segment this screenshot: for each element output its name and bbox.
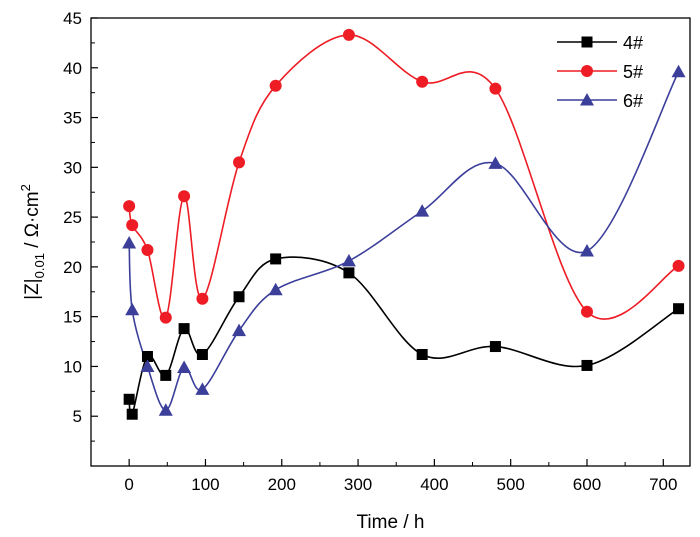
data-point-1 (123, 393, 135, 405)
data-point-1 (416, 348, 428, 360)
y-tick-label: 30 (63, 158, 82, 177)
y-tick-label: 5 (73, 407, 82, 426)
data-point-1 (489, 341, 501, 353)
data-point-2 (489, 82, 502, 95)
data-point-3 (232, 323, 247, 337)
legend-marker (581, 36, 593, 48)
y-axis-title: |Z|0.01 / Ω·cm2 (18, 184, 47, 300)
data-point-1 (233, 291, 245, 303)
y-tick-label: 35 (63, 109, 82, 128)
y-tick-label: 45 (63, 9, 82, 28)
data-point-3 (671, 64, 686, 78)
data-point-2 (269, 79, 282, 92)
series-line-2 (128, 34, 679, 320)
data-point-2 (342, 28, 355, 41)
series-lines (128, 34, 680, 417)
y-axis-title-unit: / Ω·cm (22, 191, 43, 253)
data-point-2 (196, 292, 209, 305)
series-markers (122, 28, 686, 420)
series-line-1 (128, 256, 679, 417)
plot-frame (90, 17, 691, 467)
data-point-1 (160, 369, 172, 381)
x-tick-label: 500 (496, 475, 524, 494)
data-point-1 (581, 359, 593, 371)
data-point-3 (488, 156, 503, 169)
data-point-2 (141, 243, 154, 256)
x-tick-label: 0 (124, 475, 133, 494)
data-point-2 (233, 156, 246, 169)
legend-label: 5# (623, 62, 643, 82)
data-point-2 (123, 200, 136, 213)
data-point-3 (195, 382, 210, 395)
data-point-3 (341, 253, 356, 267)
x-tick-label: 600 (573, 475, 601, 494)
data-point-2 (159, 311, 172, 324)
data-point-3 (158, 403, 173, 416)
y-tick-label: 15 (63, 308, 82, 327)
data-point-1 (673, 303, 685, 315)
data-point-1 (126, 408, 138, 420)
legend-marker (580, 93, 594, 106)
legend-label: 6# (623, 91, 643, 111)
data-point-1 (343, 267, 355, 279)
data-point-1 (196, 348, 208, 360)
series-line-3 (128, 71, 680, 412)
data-point-1 (270, 253, 282, 265)
data-point-3 (268, 282, 283, 296)
x-axis-title: Time / h (357, 512, 425, 533)
data-point-1 (141, 350, 153, 362)
legend-label: 4# (623, 33, 643, 53)
legend: 4# 5# 6# (557, 33, 643, 111)
data-point-3 (579, 243, 594, 257)
y-tick-label: 25 (63, 208, 82, 227)
legend-marker (581, 65, 593, 77)
y-axis-title-prefix: |Z| (22, 278, 43, 299)
data-point-2 (580, 305, 593, 318)
y-axis-title-subscript: 0.01 (32, 253, 47, 278)
data-point-3 (177, 360, 192, 373)
x-tick-label: 100 (191, 475, 219, 494)
data-point-2 (126, 219, 139, 232)
y-tick-label: 20 (63, 258, 82, 277)
x-tick-label: 400 (420, 475, 448, 494)
y-axis: 5 10 15 20 25 30 35 40 45 (63, 9, 98, 442)
y-tick-label: 40 (63, 59, 82, 78)
y-tick-label: 10 (63, 357, 82, 376)
data-point-3 (415, 204, 430, 217)
data-point-2 (416, 75, 429, 88)
data-point-3 (122, 235, 137, 249)
data-point-3 (125, 302, 140, 316)
data-point-2 (672, 259, 685, 272)
x-axis: 0 100 200 300 400 500 600 700 (90, 459, 677, 494)
y-axis-title-superscript: 2 (18, 184, 33, 191)
x-tick-label: 200 (268, 475, 296, 494)
data-point-1 (178, 323, 190, 335)
data-point-3 (140, 359, 155, 372)
x-tick-label: 700 (649, 475, 677, 494)
data-point-2 (178, 190, 191, 203)
x-tick-label: 300 (344, 475, 372, 494)
